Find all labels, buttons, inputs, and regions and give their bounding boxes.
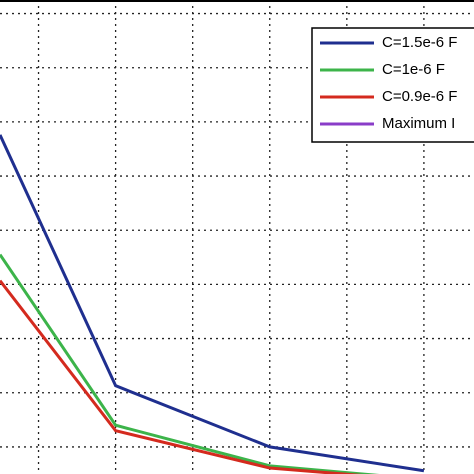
lines bbox=[0, 134, 425, 474]
series-line bbox=[0, 134, 425, 473]
series-line bbox=[0, 279, 363, 474]
series-line bbox=[0, 253, 380, 474]
legend-label: C=1e-6 F bbox=[382, 61, 445, 78]
legend: C=1.5e-6 F C=1e-6 F C=0.9e-6 F Maximum I bbox=[311, 27, 474, 143]
legend-label: C=1.5e-6 F bbox=[382, 34, 457, 51]
legend-label: Maximum I bbox=[382, 115, 455, 132]
legend-label: C=0.9e-6 F bbox=[382, 88, 457, 105]
